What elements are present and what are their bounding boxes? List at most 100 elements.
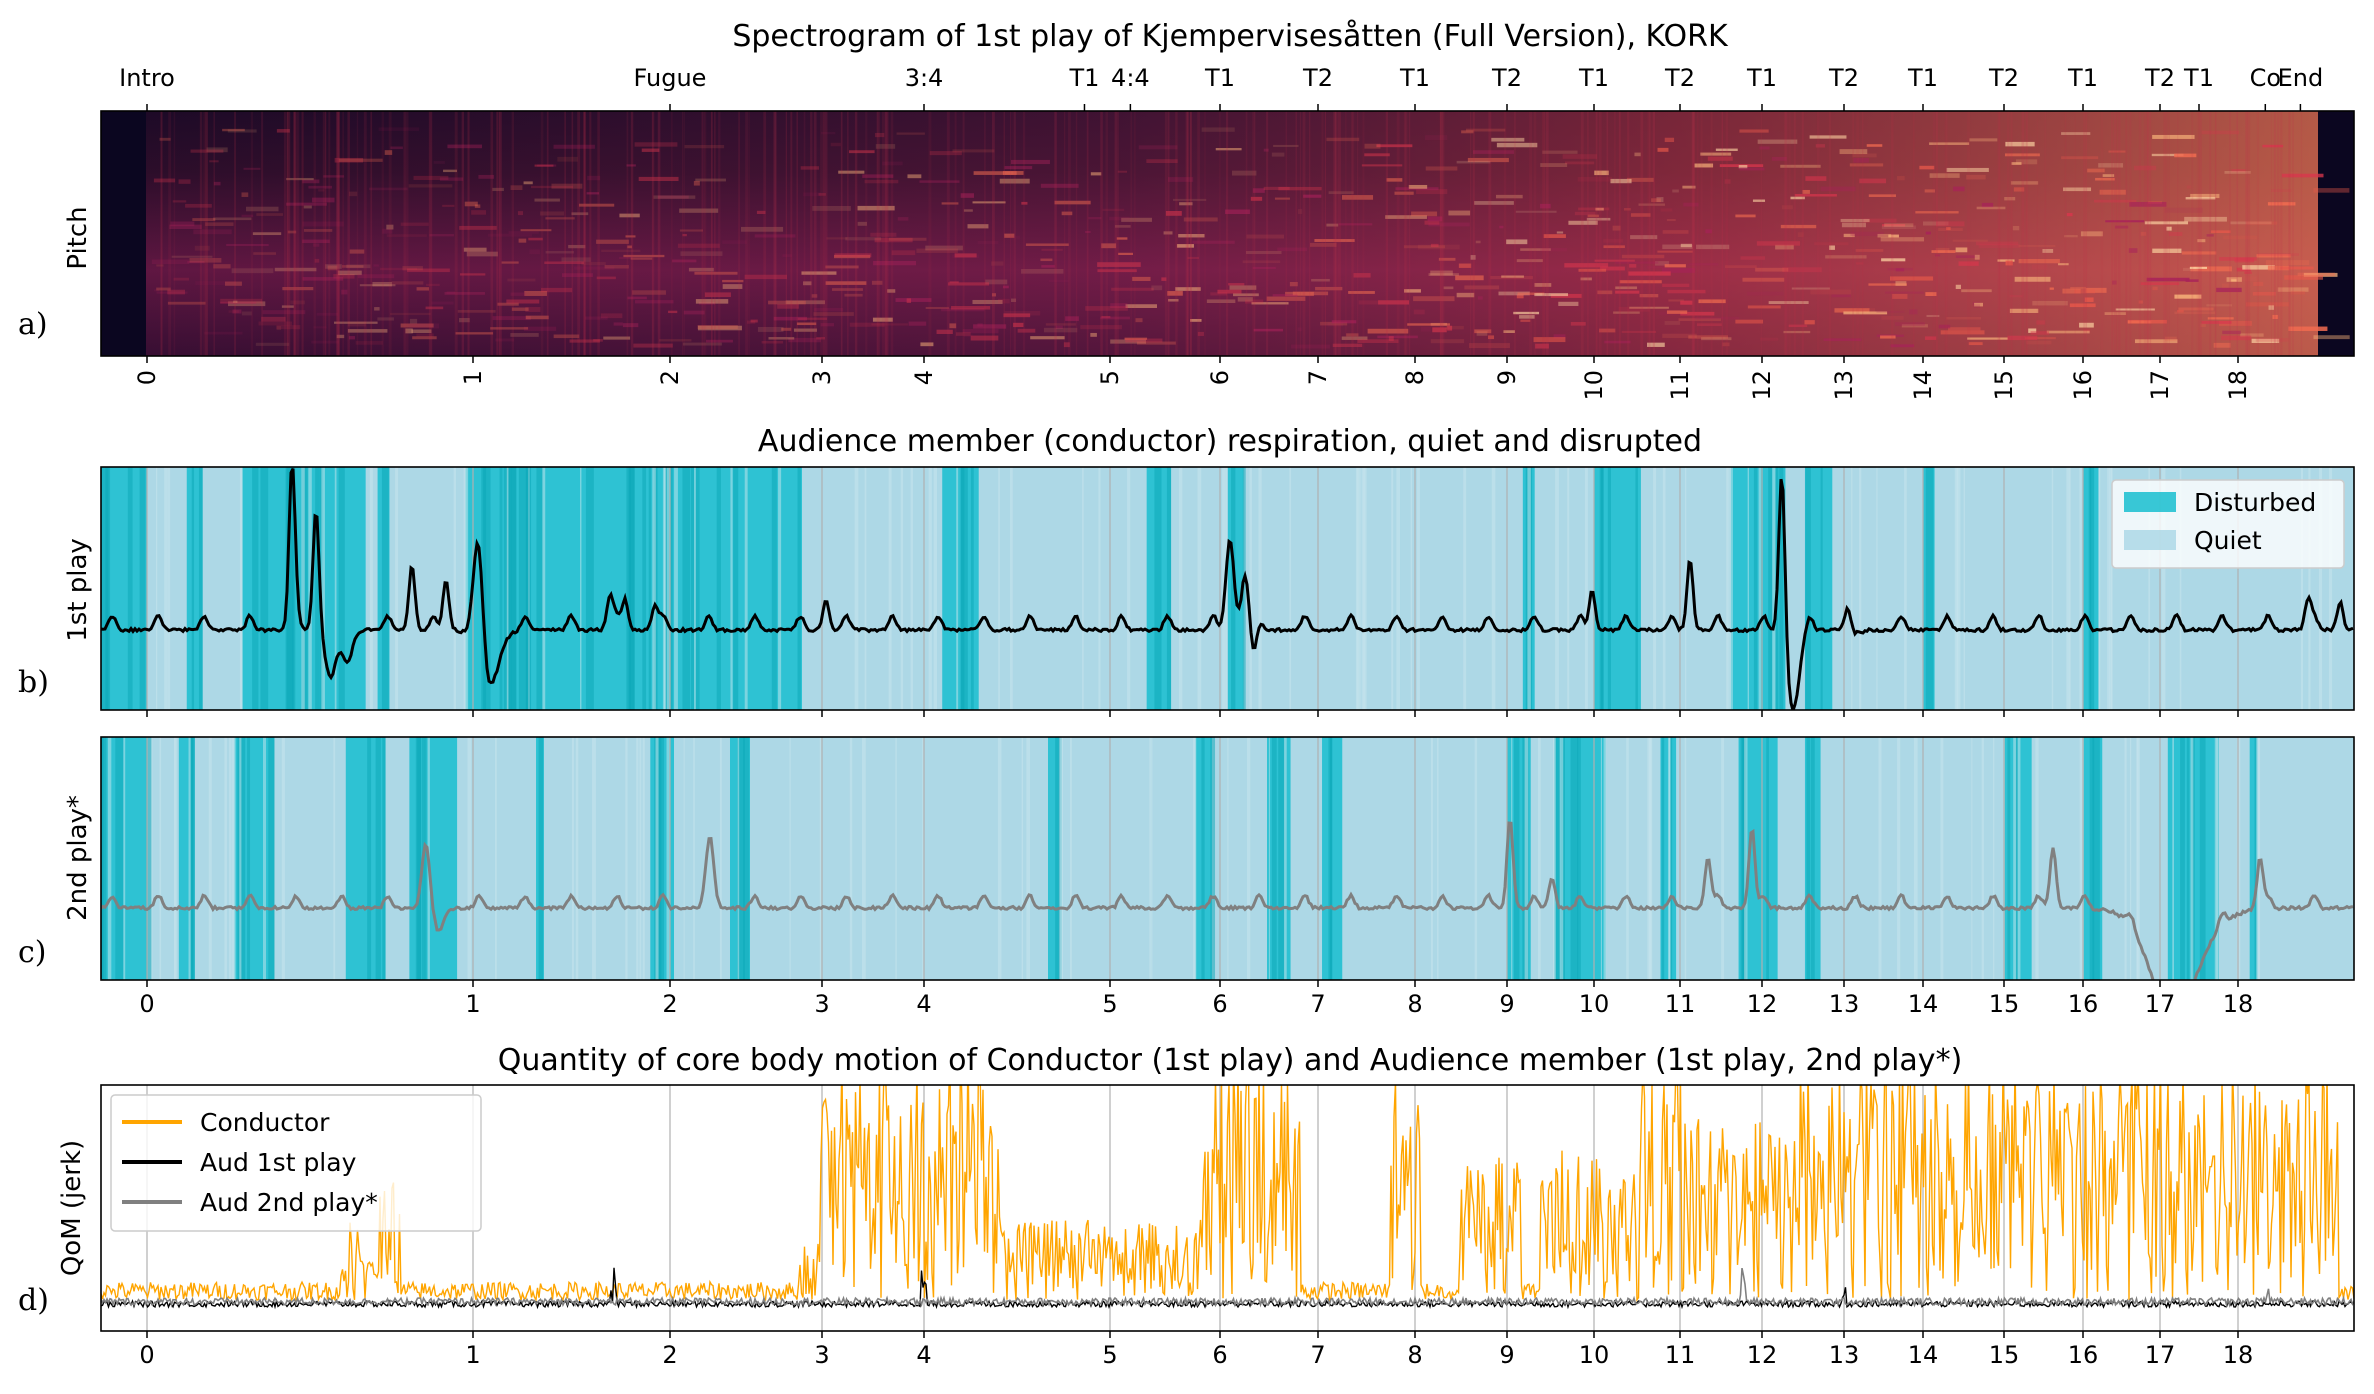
disturbed-band-stripe <box>191 737 195 980</box>
quiet-stripe <box>1178 467 1183 710</box>
spectrogram-partial <box>1183 217 1218 222</box>
spectrogram-partial <box>1475 240 1481 244</box>
spectrogram-partial <box>925 245 963 251</box>
disturbed-band-stripe <box>1766 737 1769 980</box>
spectrogram-partial <box>659 339 692 342</box>
spectrogram-partial <box>1520 248 1551 251</box>
spectrogram-partial <box>596 239 629 244</box>
spectrogram-partial <box>156 264 164 267</box>
spectrogram-onset <box>1935 111 1938 356</box>
spectrogram-partial <box>1831 294 1852 298</box>
spectrogram-partial <box>1556 231 1564 234</box>
spectrogram-onset <box>467 111 470 356</box>
spectrogram-partial <box>2265 260 2310 266</box>
spectrogram-partial <box>241 192 249 197</box>
spectrogram-partial <box>1782 267 1822 273</box>
disturbed-band-stripe <box>146 737 152 980</box>
spectrogram-onset <box>1075 111 1078 356</box>
quiet-stripe <box>854 467 859 710</box>
quiet-stripe <box>1361 467 1365 710</box>
spectrogram-partial <box>1146 159 1178 164</box>
quiet-stripe <box>239 737 242 980</box>
spectrogram-partial <box>523 181 533 185</box>
spectrogram-partial <box>1890 344 1915 348</box>
spectrogram-partial <box>411 329 432 334</box>
spectrogram-partial <box>1017 328 1036 333</box>
spectrogram-partial <box>1040 183 1079 188</box>
spectrogram-onset <box>2256 111 2259 356</box>
spectrogram-partial <box>506 299 540 304</box>
quiet-stripe <box>2079 737 2083 980</box>
spectrogram-partial <box>916 248 958 253</box>
spectrogram-partial <box>1411 211 1438 217</box>
spectrogram-partial <box>466 251 498 257</box>
spectrogram-partial <box>1740 256 1765 260</box>
spectrogram-partial <box>1683 202 1699 207</box>
spectrogram-partial <box>818 193 826 196</box>
spectrogram-partial <box>1849 163 1884 167</box>
spectrogram-partial <box>1897 176 1905 181</box>
spectrogram-partial <box>1477 296 1483 300</box>
spectrogram-onset <box>2116 111 2118 356</box>
spectrogram-partial <box>313 243 320 247</box>
spectrogram-onset <box>2150 111 2152 356</box>
quiet-stripe <box>1258 467 1262 710</box>
spectrogram-partial <box>459 318 470 323</box>
spectrogram-onset <box>822 111 826 356</box>
spectrogram-partial <box>857 221 867 226</box>
spectrogram-partial <box>601 249 641 253</box>
spectrogram-onset <box>2280 111 2283 356</box>
spectrogram-partial <box>1666 218 1676 222</box>
spectrogram-partial <box>740 226 784 232</box>
x-tick-label: 18 <box>2223 990 2254 1018</box>
spectrogram-partial <box>1603 238 1623 243</box>
spectrogram-onset <box>1351 111 1353 356</box>
spectrogram-partial <box>1594 170 1609 176</box>
spectrogram-onset <box>825 111 828 356</box>
quiet-stripe <box>592 737 596 980</box>
spectrogram-partial <box>871 280 883 285</box>
spectrogram-partial <box>1085 306 1128 311</box>
spectrogram-partial <box>2190 193 2220 199</box>
quiet-stripe <box>2124 737 2127 980</box>
spectrogram-partial <box>694 271 738 275</box>
spectrogram-partial <box>1619 280 1662 284</box>
spectrogram-partial <box>1967 337 2009 340</box>
spectrogram-partial <box>698 301 716 305</box>
spectrogram-partial <box>154 289 160 292</box>
quiet-stripe <box>998 467 1000 710</box>
quiet-stripe <box>928 467 932 710</box>
spectrogram-partial <box>1501 275 1524 278</box>
spectrogram-partial <box>2062 288 2081 294</box>
spectrogram-onset <box>2247 111 2251 356</box>
spectrogram-partial <box>888 237 927 241</box>
spectrogram-onset <box>1164 111 1168 356</box>
spectrogram-partial <box>973 324 1007 329</box>
spectrogram-partial <box>1924 336 1937 340</box>
spectrogram-onset <box>2229 111 2231 356</box>
spectrogram-partial <box>409 318 418 324</box>
spectrogram-onset <box>710 111 713 356</box>
spectrogram-partial <box>2004 153 2040 157</box>
spectrogram-partial <box>227 129 257 133</box>
x-tick-label: 7 <box>1310 990 1325 1018</box>
spectrogram-onset <box>205 111 209 356</box>
quiet-stripe <box>1600 737 1602 980</box>
x-tick-label: 3 <box>808 370 836 385</box>
spectrogram-partial <box>2127 320 2152 324</box>
quiet-stripe <box>2108 467 2113 710</box>
spectrogram-partial <box>1843 311 1888 315</box>
spectrogram-partial <box>857 205 895 211</box>
spectrogram-partial <box>2277 287 2309 292</box>
spectrogram-onset <box>301 111 304 356</box>
x-tick-label: 17 <box>2146 370 2174 401</box>
x-tick-label: 16 <box>2069 370 2097 401</box>
spectrogram-onset <box>1700 111 1703 356</box>
spectrogram-partial <box>568 244 586 249</box>
spectrogram-onset <box>2245 111 2248 356</box>
spectrogram-partial <box>1367 328 1409 334</box>
spectrogram-partial <box>2224 170 2251 174</box>
spectrogram-partial <box>619 256 633 259</box>
spectrogram-partial <box>2201 321 2232 324</box>
spectrogram-partial <box>941 202 959 205</box>
